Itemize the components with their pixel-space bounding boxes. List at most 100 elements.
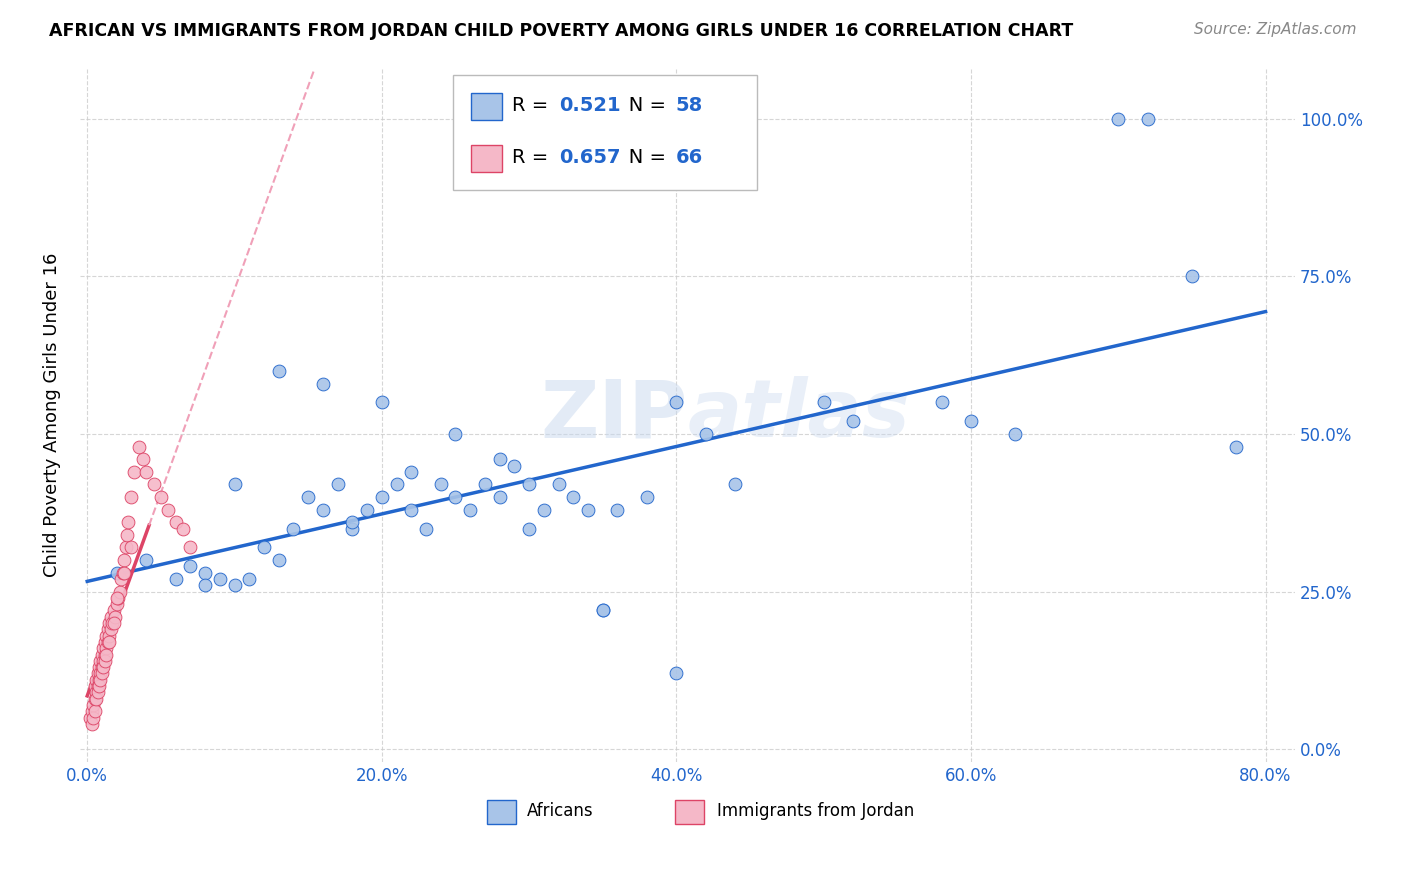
Point — [356, 502, 378, 516]
Point — [547, 477, 569, 491]
Point — [326, 477, 349, 491]
Point — [1181, 269, 1204, 284]
Point — [1004, 427, 1026, 442]
Point — [97, 623, 120, 637]
Point — [135, 553, 157, 567]
Point — [83, 704, 105, 718]
Point — [112, 566, 135, 580]
Point — [194, 578, 217, 592]
Point — [842, 414, 865, 428]
Point — [503, 458, 526, 473]
Text: 66: 66 — [675, 148, 703, 167]
Point — [517, 522, 540, 536]
Text: ZIP: ZIP — [540, 376, 688, 454]
Point — [79, 710, 101, 724]
Point — [84, 685, 107, 699]
Text: AFRICAN VS IMMIGRANTS FROM JORDAN CHILD POVERTY AMONG GIRLS UNDER 16 CORRELATION: AFRICAN VS IMMIGRANTS FROM JORDAN CHILD … — [49, 22, 1073, 40]
Text: Source: ZipAtlas.com: Source: ZipAtlas.com — [1194, 22, 1357, 37]
Point — [960, 414, 983, 428]
Point — [165, 515, 187, 529]
Point — [562, 490, 585, 504]
Text: N =: N = — [610, 95, 672, 115]
Point — [371, 395, 394, 409]
Point — [89, 666, 111, 681]
Point — [179, 541, 201, 555]
Point — [100, 609, 122, 624]
Point — [665, 395, 688, 409]
Point — [84, 673, 107, 687]
Point — [488, 490, 510, 504]
Point — [415, 522, 437, 536]
Point — [238, 572, 260, 586]
Point — [114, 541, 136, 555]
Point — [84, 691, 107, 706]
Point — [267, 553, 290, 567]
Point — [135, 465, 157, 479]
Point — [224, 578, 246, 592]
Point — [253, 541, 276, 555]
Point — [89, 673, 111, 687]
Point — [149, 490, 172, 504]
Point — [87, 673, 110, 687]
Text: 0.521: 0.521 — [558, 95, 620, 115]
Point — [89, 654, 111, 668]
Point — [172, 522, 194, 536]
Point — [107, 591, 129, 605]
Point — [224, 477, 246, 491]
Point — [93, 654, 115, 668]
Point — [142, 477, 165, 491]
Point — [115, 528, 138, 542]
Point — [105, 591, 128, 605]
Point — [444, 427, 467, 442]
Point — [429, 477, 451, 491]
Point — [517, 477, 540, 491]
FancyBboxPatch shape — [471, 94, 502, 120]
Text: R =: R = — [512, 148, 555, 167]
Point — [533, 502, 555, 516]
Point — [93, 641, 115, 656]
Point — [91, 666, 114, 681]
Point — [312, 502, 335, 516]
Point — [813, 395, 835, 409]
Point — [458, 502, 481, 516]
Point — [105, 597, 128, 611]
Y-axis label: Child Poverty Among Girls Under 16: Child Poverty Among Girls Under 16 — [44, 253, 60, 577]
Point — [1136, 112, 1159, 126]
Text: atlas: atlas — [688, 376, 910, 454]
Point — [120, 490, 142, 504]
Point — [194, 566, 217, 580]
Point — [1225, 440, 1247, 454]
Point — [444, 490, 467, 504]
Point — [87, 679, 110, 693]
Point — [96, 648, 118, 662]
Point — [267, 364, 290, 378]
FancyBboxPatch shape — [453, 76, 756, 190]
Point — [82, 698, 104, 712]
Point — [110, 572, 132, 586]
Point — [297, 490, 319, 504]
Point — [401, 502, 423, 516]
Point — [120, 541, 142, 555]
Text: R =: R = — [512, 95, 555, 115]
Point — [94, 654, 117, 668]
FancyBboxPatch shape — [675, 800, 704, 824]
Point — [94, 635, 117, 649]
Text: Africans: Africans — [527, 802, 593, 820]
Point — [665, 666, 688, 681]
Point — [93, 660, 115, 674]
Point — [283, 522, 305, 536]
Point — [1107, 112, 1129, 126]
Point — [128, 440, 150, 454]
Point — [124, 465, 146, 479]
Point — [112, 553, 135, 567]
Point — [98, 635, 121, 649]
Point — [82, 710, 104, 724]
Point — [86, 666, 108, 681]
Point — [474, 477, 496, 491]
Text: N =: N = — [610, 148, 672, 167]
Point — [117, 515, 139, 529]
Point — [208, 572, 231, 586]
Point — [695, 427, 717, 442]
Point — [104, 609, 127, 624]
Point — [401, 465, 423, 479]
